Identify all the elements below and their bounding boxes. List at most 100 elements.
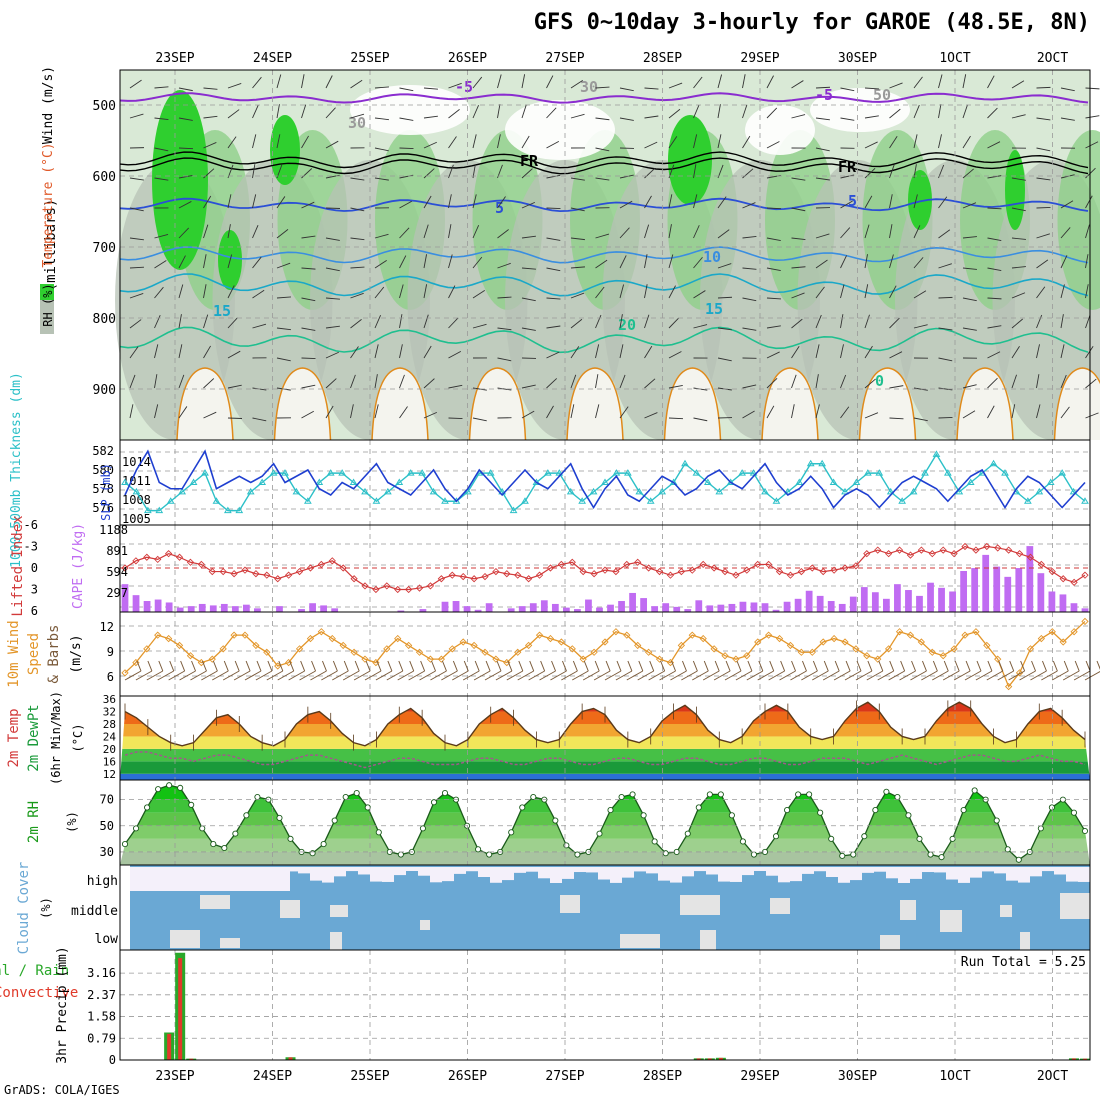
surface-wind-barb bbox=[997, 670, 1014, 681]
wind-barb bbox=[938, 196, 948, 209]
wind-barb bbox=[693, 256, 703, 269]
wind-barb bbox=[595, 314, 602, 329]
cape-bar bbox=[706, 605, 714, 612]
wind-speed-point bbox=[437, 655, 446, 663]
wind-speed-point bbox=[524, 641, 533, 650]
date-tick-label: 30SEP bbox=[838, 1069, 877, 1084]
wind-barb bbox=[203, 168, 215, 179]
wind-speed-point bbox=[252, 641, 260, 650]
surface-wind-barb-flag bbox=[561, 660, 567, 672]
wind-barb bbox=[521, 267, 536, 270]
high-cloud-cell bbox=[550, 867, 562, 883]
precip-tick-label: 3.16 bbox=[87, 966, 116, 980]
cape-bar bbox=[783, 601, 791, 612]
li-point bbox=[743, 566, 751, 574]
wind-speed-point bbox=[492, 655, 500, 663]
wind-barb bbox=[350, 79, 363, 89]
thickness-point bbox=[143, 506, 152, 514]
surface-wind-barb-flag bbox=[998, 660, 1004, 672]
wind-barb bbox=[203, 254, 207, 269]
wind-barb bbox=[1036, 286, 1046, 299]
wind-speed-point bbox=[852, 645, 860, 653]
surface-wind-barb-flag bbox=[343, 660, 349, 672]
wind-barb bbox=[644, 195, 652, 209]
wind-barb bbox=[1085, 254, 1089, 269]
surface-wind-barb bbox=[790, 670, 807, 681]
wind-barb bbox=[1011, 80, 1025, 89]
surface-wind-barb-flag bbox=[180, 660, 186, 672]
wind-speed-point bbox=[219, 645, 227, 653]
rh-band bbox=[120, 851, 1090, 865]
thickness-point bbox=[418, 469, 427, 476]
rh-point bbox=[1070, 809, 1078, 816]
wind-barb bbox=[423, 87, 438, 90]
wind-barb bbox=[840, 255, 847, 269]
wind-barb bbox=[938, 134, 942, 149]
date-tick-label: 2OCT bbox=[1037, 1069, 1068, 1084]
wind-barb bbox=[350, 346, 359, 359]
legend-total-rain: Total / Rain bbox=[0, 963, 69, 979]
date-tick-label: 26SEP bbox=[448, 1069, 487, 1084]
wind-barb bbox=[154, 260, 167, 269]
thickness-point bbox=[875, 469, 884, 476]
high-cloud-cell bbox=[226, 867, 238, 873]
low-mid-cloud-cell bbox=[1060, 893, 1090, 919]
wind-barb bbox=[546, 140, 560, 149]
wind-speed-point bbox=[644, 648, 653, 656]
li-tick-label: 0 bbox=[31, 561, 38, 575]
wind-speed-point bbox=[470, 641, 478, 650]
thickness-point bbox=[966, 478, 975, 485]
rh-point bbox=[839, 852, 846, 859]
wind-barb bbox=[350, 319, 362, 329]
wind-barb bbox=[815, 177, 830, 181]
wind-barb bbox=[987, 107, 998, 119]
wind-barb bbox=[472, 76, 483, 89]
wind-barb bbox=[840, 284, 845, 299]
wind-barb bbox=[252, 323, 267, 329]
dewpoint-series-line bbox=[124, 751, 1086, 769]
thickness-point bbox=[223, 506, 232, 514]
li-point bbox=[1048, 567, 1056, 576]
thickness-point bbox=[566, 487, 575, 495]
wind-speed-point bbox=[361, 655, 369, 663]
li-point bbox=[601, 566, 609, 574]
contour-minus5 bbox=[119, 92, 1089, 104]
wind-barb bbox=[1085, 224, 1090, 239]
wind-barb bbox=[1011, 177, 1026, 181]
thickness-point bbox=[1046, 478, 1055, 485]
temp-tick-label: 20 bbox=[103, 743, 116, 756]
contour-freezing bbox=[119, 151, 1089, 169]
wind-tick-label: 9 bbox=[107, 645, 114, 659]
surface-wind-barb-flag bbox=[769, 660, 775, 672]
wind-barb bbox=[448, 285, 456, 299]
precip-convective-bar bbox=[718, 1057, 723, 1060]
wind-barb bbox=[987, 237, 1002, 241]
surface-wind-barb-flag bbox=[594, 660, 600, 672]
surface-wind-barb-flag bbox=[747, 660, 753, 672]
wind-barb bbox=[693, 134, 698, 149]
rh-point bbox=[276, 814, 283, 821]
wind-barb bbox=[448, 254, 453, 269]
surface-wind-barb-flag bbox=[1041, 660, 1047, 672]
wind-barb bbox=[1036, 177, 1051, 181]
surface-wind-barb-flag bbox=[256, 660, 262, 672]
high-cloud-cell bbox=[934, 867, 946, 873]
wind-barb bbox=[301, 235, 316, 239]
wind-barb bbox=[546, 405, 554, 419]
thickness-point bbox=[166, 497, 175, 504]
surface-wind-barb-flag bbox=[801, 660, 807, 672]
wind-barb bbox=[717, 134, 722, 149]
rh-tick-label: 30 bbox=[100, 845, 114, 859]
thickness-point bbox=[509, 506, 518, 514]
surface-wind-barb-flag bbox=[474, 660, 480, 672]
high-cloud-cell bbox=[418, 867, 430, 876]
surface-wind-barb bbox=[255, 670, 273, 681]
rh-point bbox=[905, 812, 912, 819]
thickness-point bbox=[909, 487, 918, 495]
temp-band bbox=[120, 761, 1090, 774]
temp-tick-label: 32 bbox=[103, 706, 116, 719]
wind-barb bbox=[570, 266, 585, 269]
surface-wind-barb bbox=[921, 670, 938, 681]
surface-wind-barb-flag bbox=[758, 660, 764, 672]
